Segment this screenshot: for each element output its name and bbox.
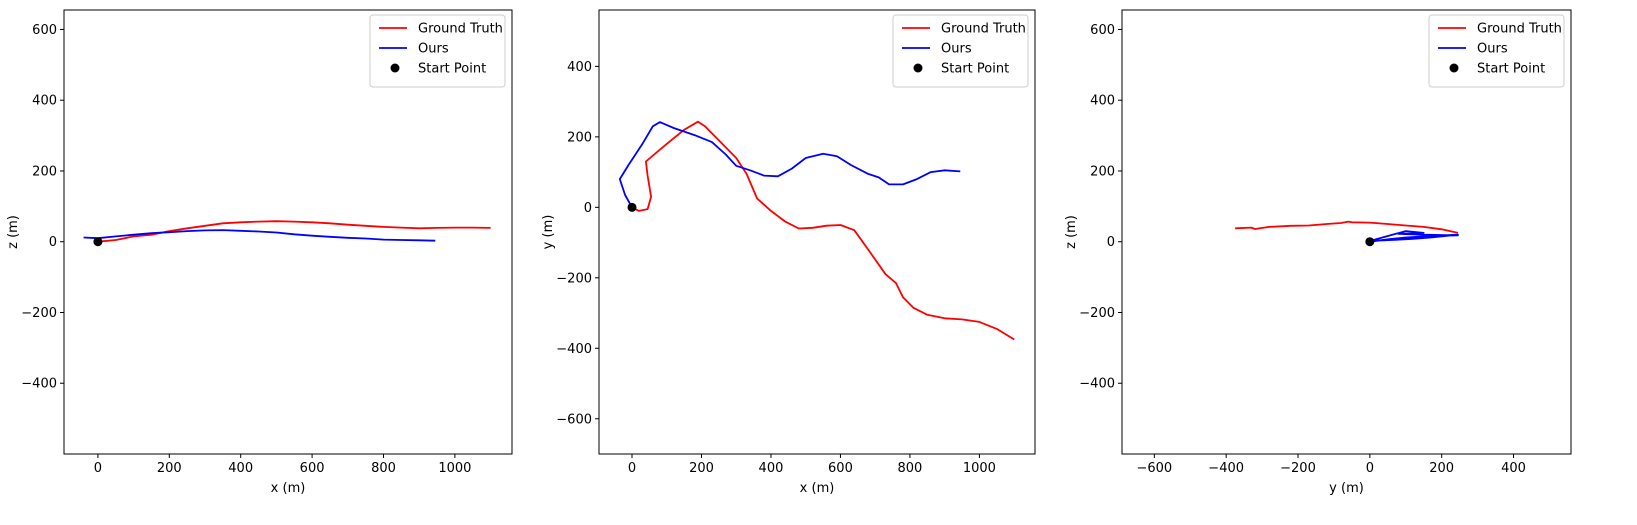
plot-frame xyxy=(63,9,513,455)
plot-area xyxy=(83,220,491,247)
y-tick-label: 600 xyxy=(1090,23,1115,38)
x-tick-label: −200 xyxy=(1280,461,1316,476)
y-axis-label: z (m) xyxy=(6,215,21,249)
x-tick-label: 0 xyxy=(94,461,102,476)
x-tick-label: 800 xyxy=(371,461,396,476)
legend-label: Ground Truth xyxy=(418,22,503,37)
y-axis-label: y (m) xyxy=(541,215,556,250)
chart-panel-1: 0 200 400 600 800 1000 −400 −200 0 200 400 600 x (m)… xyxy=(6,9,513,496)
x-tick-label: 600 xyxy=(828,461,853,476)
x-tick-label: 400 xyxy=(759,461,784,476)
legend-box xyxy=(892,14,1029,88)
legend-start-point-marker xyxy=(390,63,400,73)
start-point-marker xyxy=(1365,237,1375,247)
x-axis-label: y (m) xyxy=(1329,481,1364,496)
start-point-marker xyxy=(93,237,103,247)
y-tick-label: −200 xyxy=(21,306,57,321)
x-tick-label: 1000 xyxy=(963,461,996,476)
chart-panel-3: −600 −400 −200 0 200 400 −400 −200 0 200 400 600 y (… xyxy=(1064,9,1572,496)
x-tick-label: −600 xyxy=(1136,461,1172,476)
x-tick-label: 200 xyxy=(157,461,182,476)
x-tick-label: 0 xyxy=(628,461,636,476)
plot-area xyxy=(618,120,1015,341)
y-tick-label: 400 xyxy=(1090,94,1115,109)
x-tick-label: 0 xyxy=(1366,461,1374,476)
y-tick-label: 200 xyxy=(567,130,592,145)
x-tick-label: 200 xyxy=(1429,461,1454,476)
x-axis-label: x (m) xyxy=(800,481,835,496)
y-tick-label: 0 xyxy=(49,235,57,250)
x-tick-label: 200 xyxy=(689,461,714,476)
y-tick-label: 0 xyxy=(584,201,592,216)
ground-truth-line xyxy=(1235,220,1459,234)
y-axis-label: z (m) xyxy=(1064,215,1079,249)
y-tick-label: 0 xyxy=(1107,235,1115,250)
x-tick-label: 1000 xyxy=(438,461,471,476)
y-tick-label: 400 xyxy=(567,60,592,75)
x-axis-label: x (m) xyxy=(271,481,306,496)
legend: Ground Truth Ours Start Point xyxy=(892,14,1029,88)
legend-label: Ours xyxy=(418,42,449,57)
y-tick-label: 200 xyxy=(1090,164,1115,179)
y-tick-label: −400 xyxy=(1079,377,1115,392)
legend-label: Ours xyxy=(941,42,972,57)
y-tick-label: 400 xyxy=(32,94,57,109)
legend-label: Ours xyxy=(1477,42,1508,57)
legend-label: Start Point xyxy=(941,62,1009,77)
legend-start-point-marker xyxy=(913,63,923,73)
ground-truth-line xyxy=(97,220,491,243)
y-tick-label: −600 xyxy=(556,412,592,427)
plot-area xyxy=(1235,220,1459,247)
y-tick-label: −400 xyxy=(21,377,57,392)
plot-frame xyxy=(598,9,1036,455)
y-tick-label: −400 xyxy=(556,342,592,357)
plot-frame xyxy=(1121,9,1572,455)
legend-start-point-marker xyxy=(1449,63,1459,73)
legend-label: Ground Truth xyxy=(1477,22,1562,37)
ours-line xyxy=(83,229,436,242)
legend-label: Start Point xyxy=(418,62,486,77)
x-tick-label: 400 xyxy=(1501,461,1526,476)
start-point-marker xyxy=(627,202,637,212)
legend: Ground Truth Ours Start Point xyxy=(1428,14,1565,88)
legend-box xyxy=(1428,14,1565,88)
ground-truth-line xyxy=(631,120,1015,341)
legend-label: Ground Truth xyxy=(941,22,1026,37)
y-tick-label: 200 xyxy=(32,164,57,179)
legend: Ground Truth Ours Start Point xyxy=(369,14,506,88)
chart-panel-2: 0 200 400 600 800 1000 −600 −400 −200 0 200 400 x (m… xyxy=(541,9,1036,496)
ours-line xyxy=(618,121,961,208)
y-tick-label: −200 xyxy=(1079,306,1115,321)
x-tick-label: 400 xyxy=(228,461,253,476)
x-tick-label: 800 xyxy=(898,461,923,476)
legend-box xyxy=(369,14,506,88)
ours-line xyxy=(1368,230,1459,243)
x-tick-label: −400 xyxy=(1208,461,1244,476)
x-tick-label: 600 xyxy=(300,461,325,476)
y-tick-label: 600 xyxy=(32,23,57,38)
legend-label: Start Point xyxy=(1477,62,1545,77)
y-tick-label: −200 xyxy=(556,271,592,286)
